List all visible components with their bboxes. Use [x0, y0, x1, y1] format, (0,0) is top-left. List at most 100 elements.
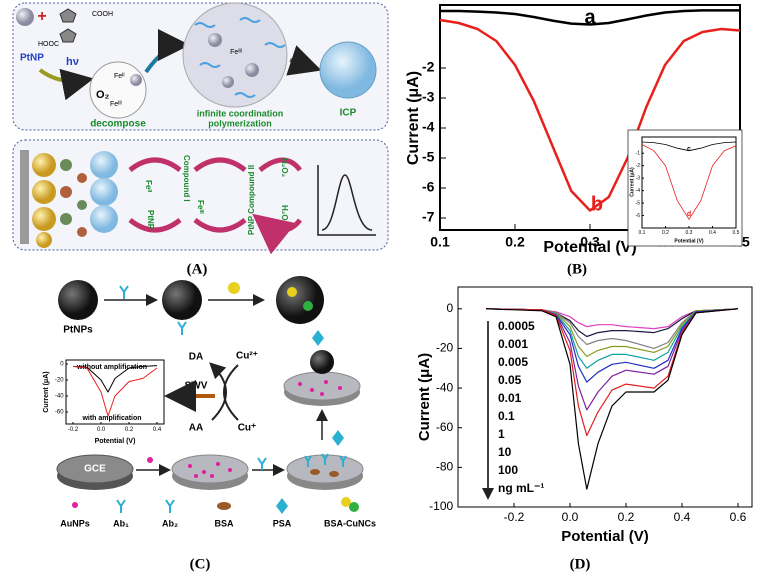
series-line	[72, 365, 158, 393]
cuncs-icon	[228, 282, 240, 294]
cu1-label: Cu⁺	[238, 423, 257, 434]
legend-label: BSA-CuNCs	[324, 518, 376, 528]
x-tick-label: 0.4	[674, 510, 691, 524]
series-label: a	[584, 6, 596, 28]
y-tick-label: -40	[55, 394, 64, 400]
y-axis-title: Current (μA)	[629, 167, 635, 197]
ptnp-sphere	[310, 350, 334, 374]
series-label: without amplification	[76, 364, 147, 371]
electrode	[20, 150, 29, 244]
peak-sketch	[317, 165, 376, 236]
electrode-assembly	[32, 151, 118, 248]
ptnp-sphere	[222, 76, 234, 88]
legend-label: Ab₁	[113, 518, 129, 528]
x-tick-label: -0.2	[504, 510, 525, 524]
ptnp-sphere	[245, 63, 259, 77]
legend-label: 0.001	[498, 337, 528, 351]
panel-label: (A)	[187, 261, 208, 277]
x-tick-label: 0.2	[505, 233, 525, 249]
legend-label: 0.1	[498, 409, 515, 423]
ptnps-label: PtNPs	[63, 325, 93, 336]
legend-label: AuNPs	[60, 518, 90, 528]
cooh-label: COOH	[92, 11, 113, 18]
x-axis-title: Potential (V)	[543, 239, 636, 256]
series-line	[485, 308, 739, 357]
ptnp-sphere	[130, 74, 142, 86]
panel-label: (D)	[570, 556, 591, 572]
arrow	[38, 68, 94, 101]
y-tick-label: -5	[422, 149, 435, 165]
o2-label: O₂	[96, 89, 110, 101]
antibody-layer	[304, 453, 347, 477]
hooc-label: HOOC	[38, 41, 59, 48]
x-tick-label: 0.1	[639, 230, 646, 236]
y-tick-label: -60	[55, 410, 64, 416]
cu2-label: Cu²⁺	[236, 351, 258, 362]
ptnp-sphere	[162, 280, 202, 320]
x-tick-label: 0.2	[618, 510, 635, 524]
plot-frame	[457, 286, 753, 508]
ferrocene-ring	[59, 8, 77, 23]
ptnp-sphere	[58, 280, 98, 320]
plot-frame	[65, 359, 165, 425]
gce-label: GCE	[84, 464, 106, 475]
series-line	[440, 9, 740, 26]
panel-c: PtNPs DA Cu²⁺ AA Cu⁺ SWV GCE	[56, 276, 376, 572]
panel-a: + COOH HOOC PtNP hν O₂ Feᴵᴵ Feᴵᴵᴵ decomp…	[12, 2, 389, 277]
panel-label: (C)	[190, 556, 211, 572]
series-line	[72, 365, 158, 417]
series-line	[485, 308, 739, 411]
x-tick-label: 0.6	[730, 510, 747, 524]
y-tick-label: -5	[636, 200, 641, 206]
legend-label: 0.0005	[498, 319, 535, 333]
psa-icon	[312, 330, 324, 346]
icp-sphere	[319, 41, 377, 99]
arrow	[144, 29, 190, 74]
legend-icons	[72, 497, 359, 514]
fe3-icp-label: Feᴵᴵᴵ	[230, 49, 242, 56]
y-tick-label: -20	[436, 341, 454, 355]
fe2-label: Feᴵᴵ	[114, 73, 125, 80]
legend-label: 0.01	[498, 391, 522, 405]
y-tick-label: -4	[636, 188, 641, 194]
cuncs-icon	[287, 287, 297, 297]
y-tick-label: -60	[436, 420, 454, 434]
h2o-label: H₂O	[280, 205, 289, 221]
series-line	[439, 18, 741, 212]
series-line	[485, 308, 739, 369]
x-tick-label: 0.0	[97, 427, 106, 433]
aa-label: AA	[189, 423, 203, 434]
cuncs-icon	[303, 301, 313, 311]
y-tick-label: -3	[636, 175, 641, 181]
series-line	[641, 141, 737, 152]
y-tick-label: 0	[60, 362, 64, 368]
y-axis-title: Current (μA)	[405, 71, 422, 165]
y-tick-label: -3	[422, 89, 435, 105]
cycle-arrows	[128, 157, 302, 230]
series-label: b	[591, 193, 603, 215]
x-tick-label: 0.4	[153, 427, 162, 433]
series-label: d	[687, 211, 691, 218]
antibody-icon	[119, 285, 129, 299]
electrode-disc	[171, 454, 249, 484]
x-tick-label: 0.3	[580, 233, 600, 249]
psa-icon	[332, 430, 344, 446]
arrow	[286, 45, 322, 76]
inset-frame	[627, 129, 743, 247]
da-label: DA	[189, 352, 203, 363]
plus-sign: +	[37, 8, 46, 25]
series-line	[485, 308, 739, 330]
hv-label: hν	[66, 56, 79, 68]
ptnp-sphere	[276, 276, 324, 324]
y-tick-label: -2	[422, 59, 435, 75]
icp-label: ICP	[340, 108, 357, 119]
series-label: with amplification	[81, 415, 141, 422]
fe3-label: Feᴵᴵᴵ	[110, 101, 122, 108]
decompose-label: decompose	[90, 119, 146, 130]
aunp-dot	[147, 457, 153, 463]
x-tick-label: 0.2	[125, 427, 134, 433]
y-axis-title: Current (μA)	[416, 353, 433, 441]
icp-text: polymerization	[208, 118, 272, 128]
legend-label: 0.005	[498, 355, 528, 369]
